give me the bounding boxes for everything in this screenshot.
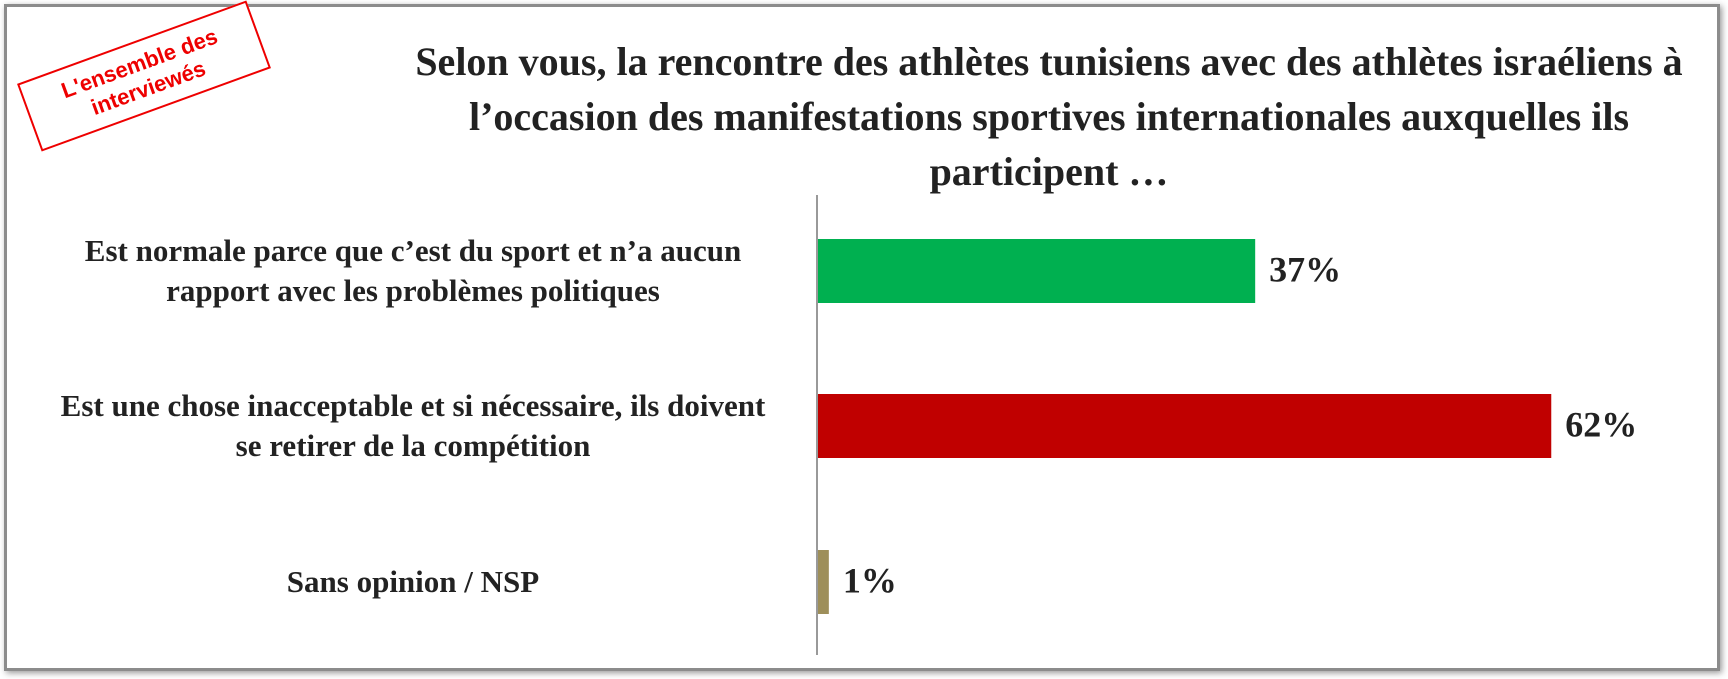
- bar: [817, 394, 1552, 458]
- frame: [4, 4, 1720, 671]
- value-label: 37%: [1269, 249, 1341, 289]
- category-label: Sans opinion / NSP: [286, 564, 540, 599]
- chart-title: Selon vous, la rencontre des athlètes tu…: [415, 39, 1683, 194]
- category-label: Est normale parce que c’est du sport et …: [84, 233, 742, 308]
- category-label: Est une chose inacceptable et si nécessa…: [60, 388, 766, 463]
- bar: [817, 239, 1256, 303]
- bar: [817, 550, 829, 614]
- value-label: 62%: [1565, 404, 1637, 444]
- value-label: 1%: [843, 560, 897, 600]
